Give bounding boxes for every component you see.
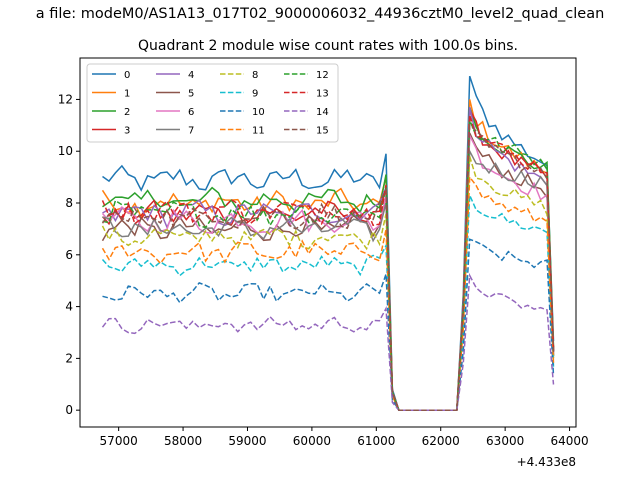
legend-label-12: 12 [316, 70, 329, 81]
series-line-13 [101, 114, 555, 411]
series-line-14 [101, 272, 555, 411]
y-tick-label: 4 [65, 300, 73, 314]
legend-label-7: 7 [188, 126, 194, 137]
series-line-15 [101, 123, 555, 411]
legend-label-1: 1 [124, 89, 130, 100]
x-tick-label: 59000 [228, 434, 266, 448]
series-line-3 [101, 107, 555, 411]
y-tick-label: 2 [65, 351, 73, 365]
y-tick-label: 12 [58, 92, 73, 106]
y-tick-label: 10 [58, 144, 73, 158]
series-line-8 [101, 156, 555, 411]
x-axis: 57000 58000 59000 60000 61000 62000 63000 64000 [100, 427, 589, 448]
legend-label-6: 6 [188, 107, 194, 118]
legend-label-2: 2 [124, 107, 130, 118]
legend-label-13: 13 [316, 89, 329, 100]
y-tick-label: 6 [65, 248, 73, 262]
axes-frame [79, 57, 577, 428]
series-line-4 [102, 107, 555, 411]
x-tick-label: 64000 [550, 434, 588, 448]
x-tick-label: 57000 [100, 434, 138, 448]
legend-label-11: 11 [252, 126, 265, 137]
legend-label-10: 10 [252, 107, 265, 118]
y-tick-label: 0 [65, 403, 73, 417]
plot-lines [101, 75, 555, 411]
y-tick-label: 8 [65, 196, 73, 210]
x-tick-label: 62000 [422, 434, 460, 448]
legend-label-4: 4 [188, 70, 194, 81]
y-axis: 0 2 4 6 8 10 12 [58, 92, 80, 417]
figure-suptitle: a file: modeM0/AS1A13_017T02_9000006032_… [36, 6, 605, 22]
series-line-12 [102, 119, 555, 411]
legend-label-0: 0 [124, 70, 130, 81]
legend-label-3: 3 [124, 126, 130, 137]
series-line-10 [102, 238, 555, 411]
x-tick-label: 60000 [293, 434, 331, 448]
series-line-7 [102, 148, 555, 411]
legend-label-9: 9 [252, 89, 258, 100]
x-tick-label: 58000 [164, 434, 202, 448]
chart-title: Quadrant 2 module wise count rates with … [138, 38, 518, 54]
series-line-0 [102, 75, 555, 411]
legend-label-14: 14 [316, 107, 329, 118]
x-tick-label: 61000 [357, 434, 395, 448]
series-line-9 [101, 194, 555, 411]
legend-label-8: 8 [252, 70, 258, 81]
x-axis-offset-label: +4.433e8 [517, 455, 576, 469]
series-line-11 [101, 174, 555, 411]
x-tick-label: 63000 [486, 434, 524, 448]
series-line-6 [101, 132, 555, 411]
legend-label-5: 5 [188, 89, 194, 100]
series-line-2 [102, 106, 555, 411]
legend-box [86, 63, 339, 143]
legend-label-15: 15 [316, 126, 329, 137]
